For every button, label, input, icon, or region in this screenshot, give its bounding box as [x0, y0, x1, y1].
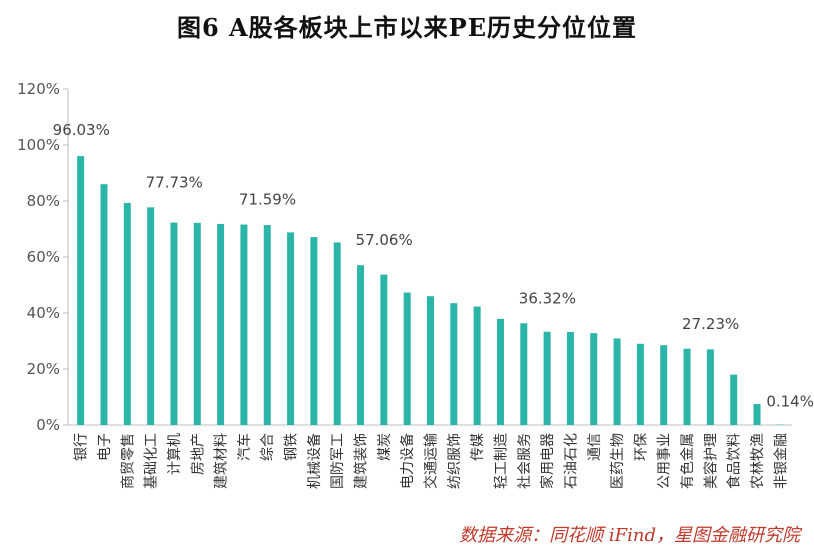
- x-category-label: 交通运输: [423, 433, 440, 489]
- y-tick-label: 0%: [36, 416, 60, 434]
- x-category-label: 纺织服饰: [447, 433, 463, 489]
- bar: [310, 237, 318, 425]
- bar: [496, 318, 504, 425]
- data-label: 27.23%: [682, 315, 739, 333]
- x-category-label: 农林牧渔: [750, 433, 766, 489]
- x-category-label: 计算机: [167, 433, 183, 475]
- x-category-label: 传媒: [470, 433, 486, 461]
- data-label: 77.73%: [146, 173, 203, 191]
- x-category-label: 钢铁: [284, 433, 300, 461]
- x-category-label: 医药生物: [610, 433, 626, 489]
- x-category-label: 非银金融: [773, 433, 789, 489]
- source-note: 数据来源：同花顺 iFind，星图金融研究院: [459, 525, 800, 546]
- bar: [263, 225, 271, 425]
- y-tick-label: 120%: [17, 80, 60, 98]
- x-category-label: 轻工制造: [493, 433, 509, 489]
- x-category-label: 石油石化: [563, 433, 579, 489]
- x-category-label: 社会服务: [517, 433, 533, 489]
- bar: [123, 202, 131, 425]
- x-category-label: 商贸零售: [120, 433, 136, 489]
- x-category-label: 电力设备: [399, 433, 416, 489]
- y-tick-label: 100%: [17, 136, 60, 154]
- y-tick-label: 60%: [27, 248, 60, 266]
- bar: [357, 265, 365, 425]
- x-category-label: 公用事业: [657, 433, 673, 489]
- bar: [380, 274, 388, 425]
- x-category-label: 环保: [633, 433, 649, 461]
- bar: [683, 348, 691, 425]
- x-category-label: 银行: [74, 433, 90, 461]
- y-tick-label: 80%: [27, 192, 60, 210]
- bar: [753, 404, 761, 425]
- bar: [706, 349, 714, 425]
- data-label: 36.32%: [519, 289, 576, 307]
- bar: [543, 331, 551, 425]
- x-category-label: 国防军工: [330, 433, 346, 489]
- bar: [170, 222, 178, 425]
- chart-title: 图6 A股各板块上市以来PE历史分位位置: [176, 13, 637, 42]
- x-category-label: 综合: [260, 433, 276, 461]
- bar: [77, 156, 85, 425]
- x-category-label: 家用电器: [539, 433, 556, 489]
- data-label: 71.59%: [239, 191, 296, 209]
- x-category-label: 通信: [587, 433, 603, 461]
- x-category-label: 机械设备: [306, 433, 323, 489]
- bar: [636, 343, 644, 425]
- bar: [520, 323, 528, 425]
- bar: [287, 232, 295, 425]
- bar: [427, 296, 434, 425]
- x-category-label: 房地产: [190, 433, 206, 475]
- bar: [660, 345, 668, 425]
- bar: [590, 333, 598, 425]
- bar: [193, 222, 201, 425]
- x-category-label: 食品饮料: [726, 433, 743, 489]
- x-category-label: 煤炭: [377, 433, 393, 461]
- bar: [217, 223, 225, 425]
- bar: [566, 332, 574, 425]
- bar: [473, 306, 481, 425]
- x-category-label: 汽车: [236, 433, 253, 461]
- data-label: 0.14%: [766, 393, 814, 411]
- x-category-label: 建筑材料: [214, 433, 230, 489]
- x-category-label: 建筑装饰: [354, 433, 370, 489]
- bar: [450, 303, 458, 425]
- x-category-label: 电子: [97, 433, 113, 461]
- bar: [100, 184, 108, 425]
- bar: [613, 338, 621, 425]
- bar: [333, 242, 341, 425]
- data-label: 57.06%: [356, 231, 413, 249]
- bar: [730, 374, 738, 425]
- bar: [147, 207, 155, 425]
- x-category-label: 基础化工: [143, 433, 160, 489]
- data-label: 96.03%: [53, 121, 110, 139]
- x-category-label: 美容护理: [702, 433, 719, 489]
- y-tick-label: 20%: [27, 360, 60, 378]
- bar: [240, 224, 248, 425]
- bar: [403, 292, 411, 425]
- y-tick-label: 40%: [27, 304, 60, 322]
- x-category-label: 有色金属: [679, 433, 696, 489]
